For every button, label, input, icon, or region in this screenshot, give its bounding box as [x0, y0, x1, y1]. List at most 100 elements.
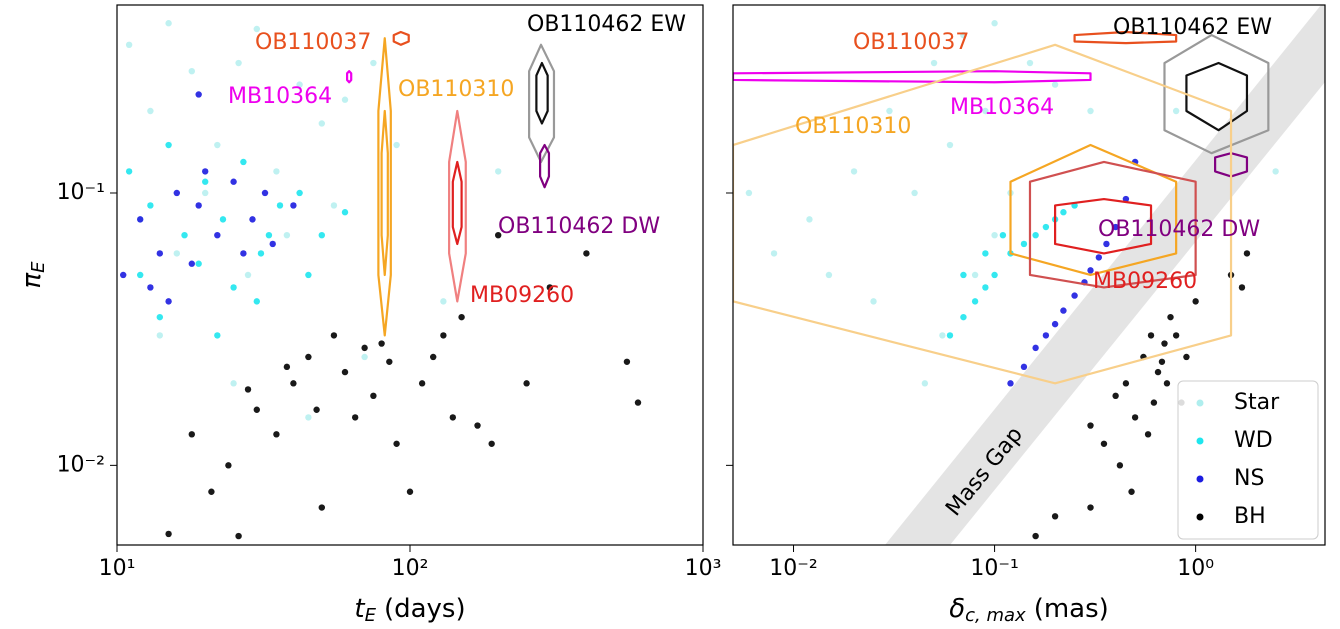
point [1087, 504, 1094, 511]
annotation: OB110462 DW [1098, 217, 1260, 242]
legend-marker [1196, 437, 1204, 445]
point [1172, 332, 1180, 339]
point [1032, 532, 1039, 540]
annotation: OB110310 [398, 77, 514, 102]
point [120, 271, 127, 279]
point [290, 202, 297, 209]
point [202, 178, 209, 185]
contour [377, 37, 392, 337]
point [370, 392, 377, 400]
label-subscript: E [365, 605, 377, 626]
point [290, 380, 297, 387]
point [623, 358, 631, 365]
point [188, 431, 195, 438]
point [188, 67, 195, 75]
point [1128, 488, 1135, 495]
point [165, 141, 172, 149]
point [181, 231, 188, 239]
point [318, 504, 325, 511]
point [351, 414, 359, 421]
point [269, 240, 276, 248]
point [1183, 353, 1190, 361]
point [634, 399, 642, 406]
point [393, 440, 400, 447]
mass-gap-band [885, 5, 1325, 545]
point [253, 25, 260, 33]
legend-marker [1196, 399, 1204, 407]
point [296, 189, 303, 197]
point [195, 202, 202, 209]
plot-area [120, 20, 642, 540]
annotation: OB110462 EW [527, 12, 686, 37]
legend-label: BH [1234, 504, 1266, 529]
axes-frame [732, 4, 1326, 546]
legend-marker [1196, 475, 1204, 483]
point [1087, 267, 1094, 274]
contour [448, 109, 467, 303]
point [1144, 431, 1152, 438]
point [1051, 81, 1059, 88]
point [1122, 380, 1130, 387]
legend-marker [1196, 513, 1204, 521]
point [1122, 195, 1130, 203]
point [273, 168, 280, 175]
point [440, 332, 447, 339]
point [235, 532, 242, 540]
point [1095, 254, 1103, 261]
point [244, 386, 252, 393]
annotation: MB09260 [470, 283, 574, 308]
contour [346, 70, 353, 84]
point [991, 231, 998, 239]
point [1272, 168, 1279, 175]
point [341, 368, 349, 376]
point [474, 422, 481, 429]
point [214, 231, 221, 239]
point [495, 231, 502, 239]
point [1087, 107, 1094, 115]
label-subscript: E [28, 261, 49, 273]
point [960, 31, 967, 39]
point [230, 178, 237, 185]
annotation: MB10364 [950, 95, 1054, 120]
point [449, 414, 457, 421]
point [214, 141, 221, 149]
point [257, 250, 265, 257]
point [386, 358, 393, 365]
x-axis-label: tE (days) [354, 594, 465, 627]
contour [733, 70, 1092, 84]
point [370, 59, 377, 67]
y-tick-label: 10⁻² [57, 452, 105, 477]
point [960, 271, 967, 279]
y-axis-label: πE [17, 261, 50, 289]
contour [1163, 33, 1270, 155]
point [406, 488, 414, 495]
point [361, 344, 368, 352]
point [276, 202, 284, 209]
y-tick-label: 10⁻¹ [57, 180, 105, 205]
point [488, 440, 495, 447]
point [313, 406, 320, 413]
point [137, 216, 144, 223]
point [173, 189, 181, 197]
contour [1073, 30, 1178, 45]
point [225, 462, 232, 469]
point [273, 431, 280, 438]
point [125, 41, 133, 49]
point [361, 353, 368, 361]
point [1192, 298, 1199, 305]
point [137, 271, 144, 279]
annotation: OB110462 EW [1113, 15, 1272, 40]
point [249, 216, 256, 223]
point [147, 202, 154, 209]
contour [380, 109, 389, 277]
point [971, 298, 979, 305]
point [195, 260, 202, 267]
point [982, 107, 989, 115]
point [458, 313, 465, 321]
legend-box [1177, 380, 1319, 540]
point [886, 107, 893, 115]
point [911, 189, 918, 197]
point [156, 313, 164, 321]
point [930, 59, 938, 67]
